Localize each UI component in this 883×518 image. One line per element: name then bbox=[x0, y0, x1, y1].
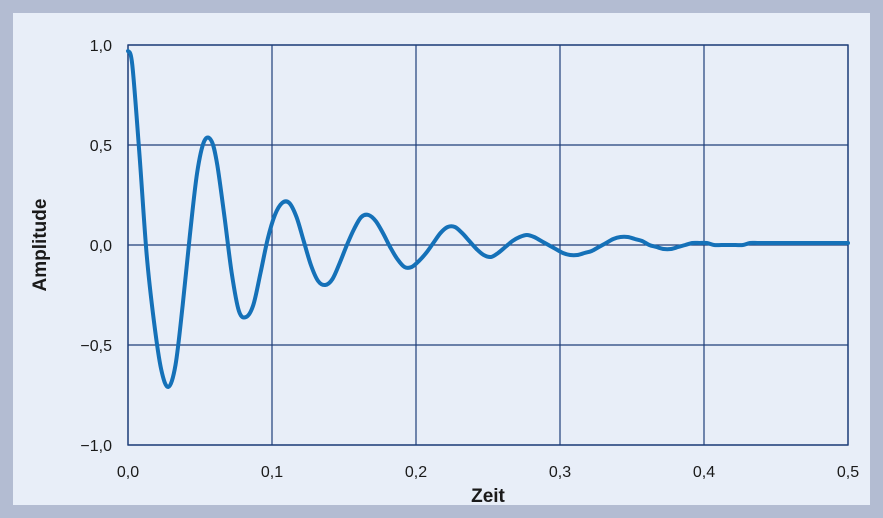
y-tick-label: 0,5 bbox=[90, 138, 112, 155]
x-tick-label: 0,5 bbox=[837, 464, 859, 481]
y-tick-label: 1,0 bbox=[90, 38, 112, 55]
x-tick-labels: 0,0 0,1 0,2 0,3 0,4 0,5 bbox=[117, 464, 859, 481]
series-group bbox=[126, 49, 850, 389]
y-axis-title: Amplitude bbox=[30, 199, 51, 292]
y-tick-label: 0,0 bbox=[90, 238, 112, 255]
x-tick-label: 0,2 bbox=[405, 464, 427, 481]
x-tick-label: 0,3 bbox=[549, 464, 571, 481]
x-tick-label: 0,4 bbox=[693, 464, 715, 481]
x-tick-label: 0,1 bbox=[261, 464, 283, 481]
chart-panel bbox=[13, 13, 870, 505]
series-line bbox=[126, 49, 850, 389]
y-tick-labels: 1,0 0,5 0,0 −0,5 −1,0 bbox=[80, 38, 112, 455]
x-axis-title: Zeit bbox=[471, 486, 505, 507]
y-tick-label: −0,5 bbox=[80, 338, 112, 355]
x-tick-label: 0,0 bbox=[117, 464, 139, 481]
y-tick-label: −1,0 bbox=[80, 438, 112, 455]
